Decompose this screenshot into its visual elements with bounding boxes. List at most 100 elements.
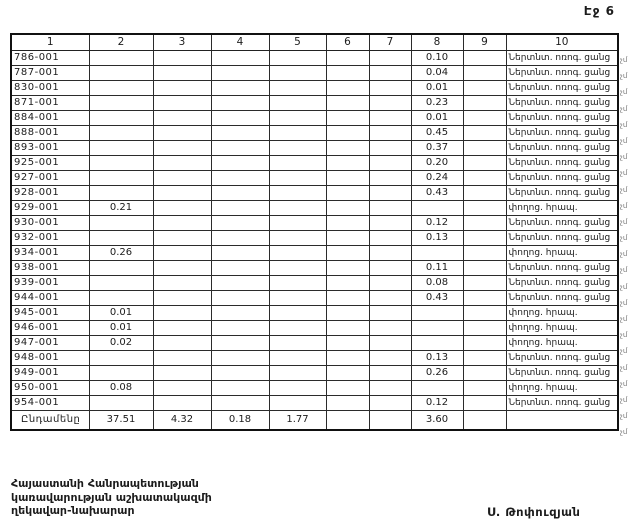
value-cell [268,154,327,171]
margin-artifact: չմ [620,315,628,323]
value-cell [210,334,270,351]
value-cell [88,259,154,276]
description-cell: Ներտնտ. ոռոգ. ցանց [505,154,619,171]
value-cell [325,394,370,411]
value-cell: 0.23 [410,94,464,111]
value-cell: 0.10 [410,49,464,66]
table-row: 950-001 0.08 փողոց. հրապ. [10,379,619,396]
value-cell [268,304,327,321]
value-cell: 0.26 [88,244,154,261]
signature-name: Ս. Թոփուզյան [487,505,581,519]
column-header: 2 [88,33,154,51]
value-cell [88,169,154,186]
value-cell [88,349,154,366]
value-cell [325,214,370,231]
column-header: 6 [325,33,370,51]
value-cell [210,109,270,126]
value-cell [325,334,370,351]
value-cell [462,289,507,306]
value-cell: 0.43 [410,289,464,306]
margin-artifact: չմ [620,266,628,275]
table-row: 944-001 0.43 Ներտնտ. ոռոգ. ցանց [10,289,619,306]
value-cell [268,94,327,111]
value-cell: 0.12 [410,214,464,231]
value-cell [410,199,464,216]
value-cell [462,169,507,186]
value-cell [152,289,212,306]
description-cell: Ներտնտ. ոռոգ. ցանց [505,109,619,126]
value-cell [410,304,464,321]
margin-artifact: չմ [620,412,628,421]
code-cell: 927-001 [10,169,90,186]
value-cell: 0.12 [410,394,464,411]
value-cell [268,169,327,186]
code-cell: 932-001 [10,229,90,246]
value-cell [210,184,270,201]
value-cell [368,154,412,171]
value-cell [210,289,270,306]
total-value-cell: 4.32 [152,409,212,430]
value-cell [462,394,507,411]
column-header: 1 [10,33,90,51]
value-cell [368,49,412,66]
value-cell [88,289,154,306]
table-row: 939-001 0.08 Ներտնտ. ոռոգ. ցանց [10,274,619,291]
value-cell [210,94,270,111]
table-row: 893-001 0.37 Ներտնտ. ոռոգ. ցանց [10,139,619,156]
table-row: 928-001 0.43 Ներտնտ. ոռոգ. ցանց [10,184,619,201]
value-cell [88,154,154,171]
value-cell [462,304,507,321]
total-value-cell: 0.18 [210,409,270,430]
margin-artifact: չմ [620,363,628,372]
value-cell [325,139,370,156]
value-cell: 0.02 [88,334,154,351]
value-cell [325,154,370,171]
description-cell: Ներտնտ. ոռոգ. ցանց [505,394,619,411]
value-cell [368,94,412,111]
description-cell: Ներտնտ. ոռոգ. ցանց [505,274,619,291]
value-cell [462,64,507,81]
value-cell [152,184,212,201]
value-cell [368,79,412,96]
value-cell [210,259,270,276]
value-cell [152,109,212,126]
value-cell [462,94,507,111]
value-cell [325,184,370,201]
value-cell: 0.13 [410,349,464,366]
value-cell [88,79,154,96]
value-cell [88,139,154,156]
total-value-cell: 3.60 [410,409,464,430]
value-cell [462,364,507,381]
margin-artifact: չմ [620,88,628,97]
table-row: 830-001 0.01 Ներտնտ. ոռոգ. ցանց [10,79,619,96]
value-cell [268,214,327,231]
value-cell [368,139,412,156]
code-cell: 893-001 [10,139,90,156]
value-cell [268,259,327,276]
value-cell: 0.45 [410,124,464,141]
value-cell [88,274,154,291]
value-cell [368,169,412,186]
value-cell [152,214,212,231]
code-cell: 944-001 [10,289,90,306]
value-cell [152,229,212,246]
value-cell [268,244,327,261]
value-cell [268,184,327,201]
value-cell [268,394,327,411]
value-cell [268,289,327,306]
column-header: 8 [410,33,464,51]
value-cell [152,379,212,396]
code-cell: 954-001 [10,394,90,411]
value-cell [325,199,370,216]
margin-artifact: չմ [620,298,628,307]
value-cell [410,334,464,351]
margin-artifact: չմ [620,250,628,259]
margin-artifact: չմ [620,169,628,178]
value-cell: 0.01 [88,304,154,321]
value-cell [268,109,327,126]
value-cell [268,124,327,141]
value-cell [210,79,270,96]
value-cell [88,64,154,81]
table-row: 948-001 0.13 Ներտնտ. ոռոգ. ցանց [10,349,619,366]
code-cell: 950-001 [10,379,90,396]
